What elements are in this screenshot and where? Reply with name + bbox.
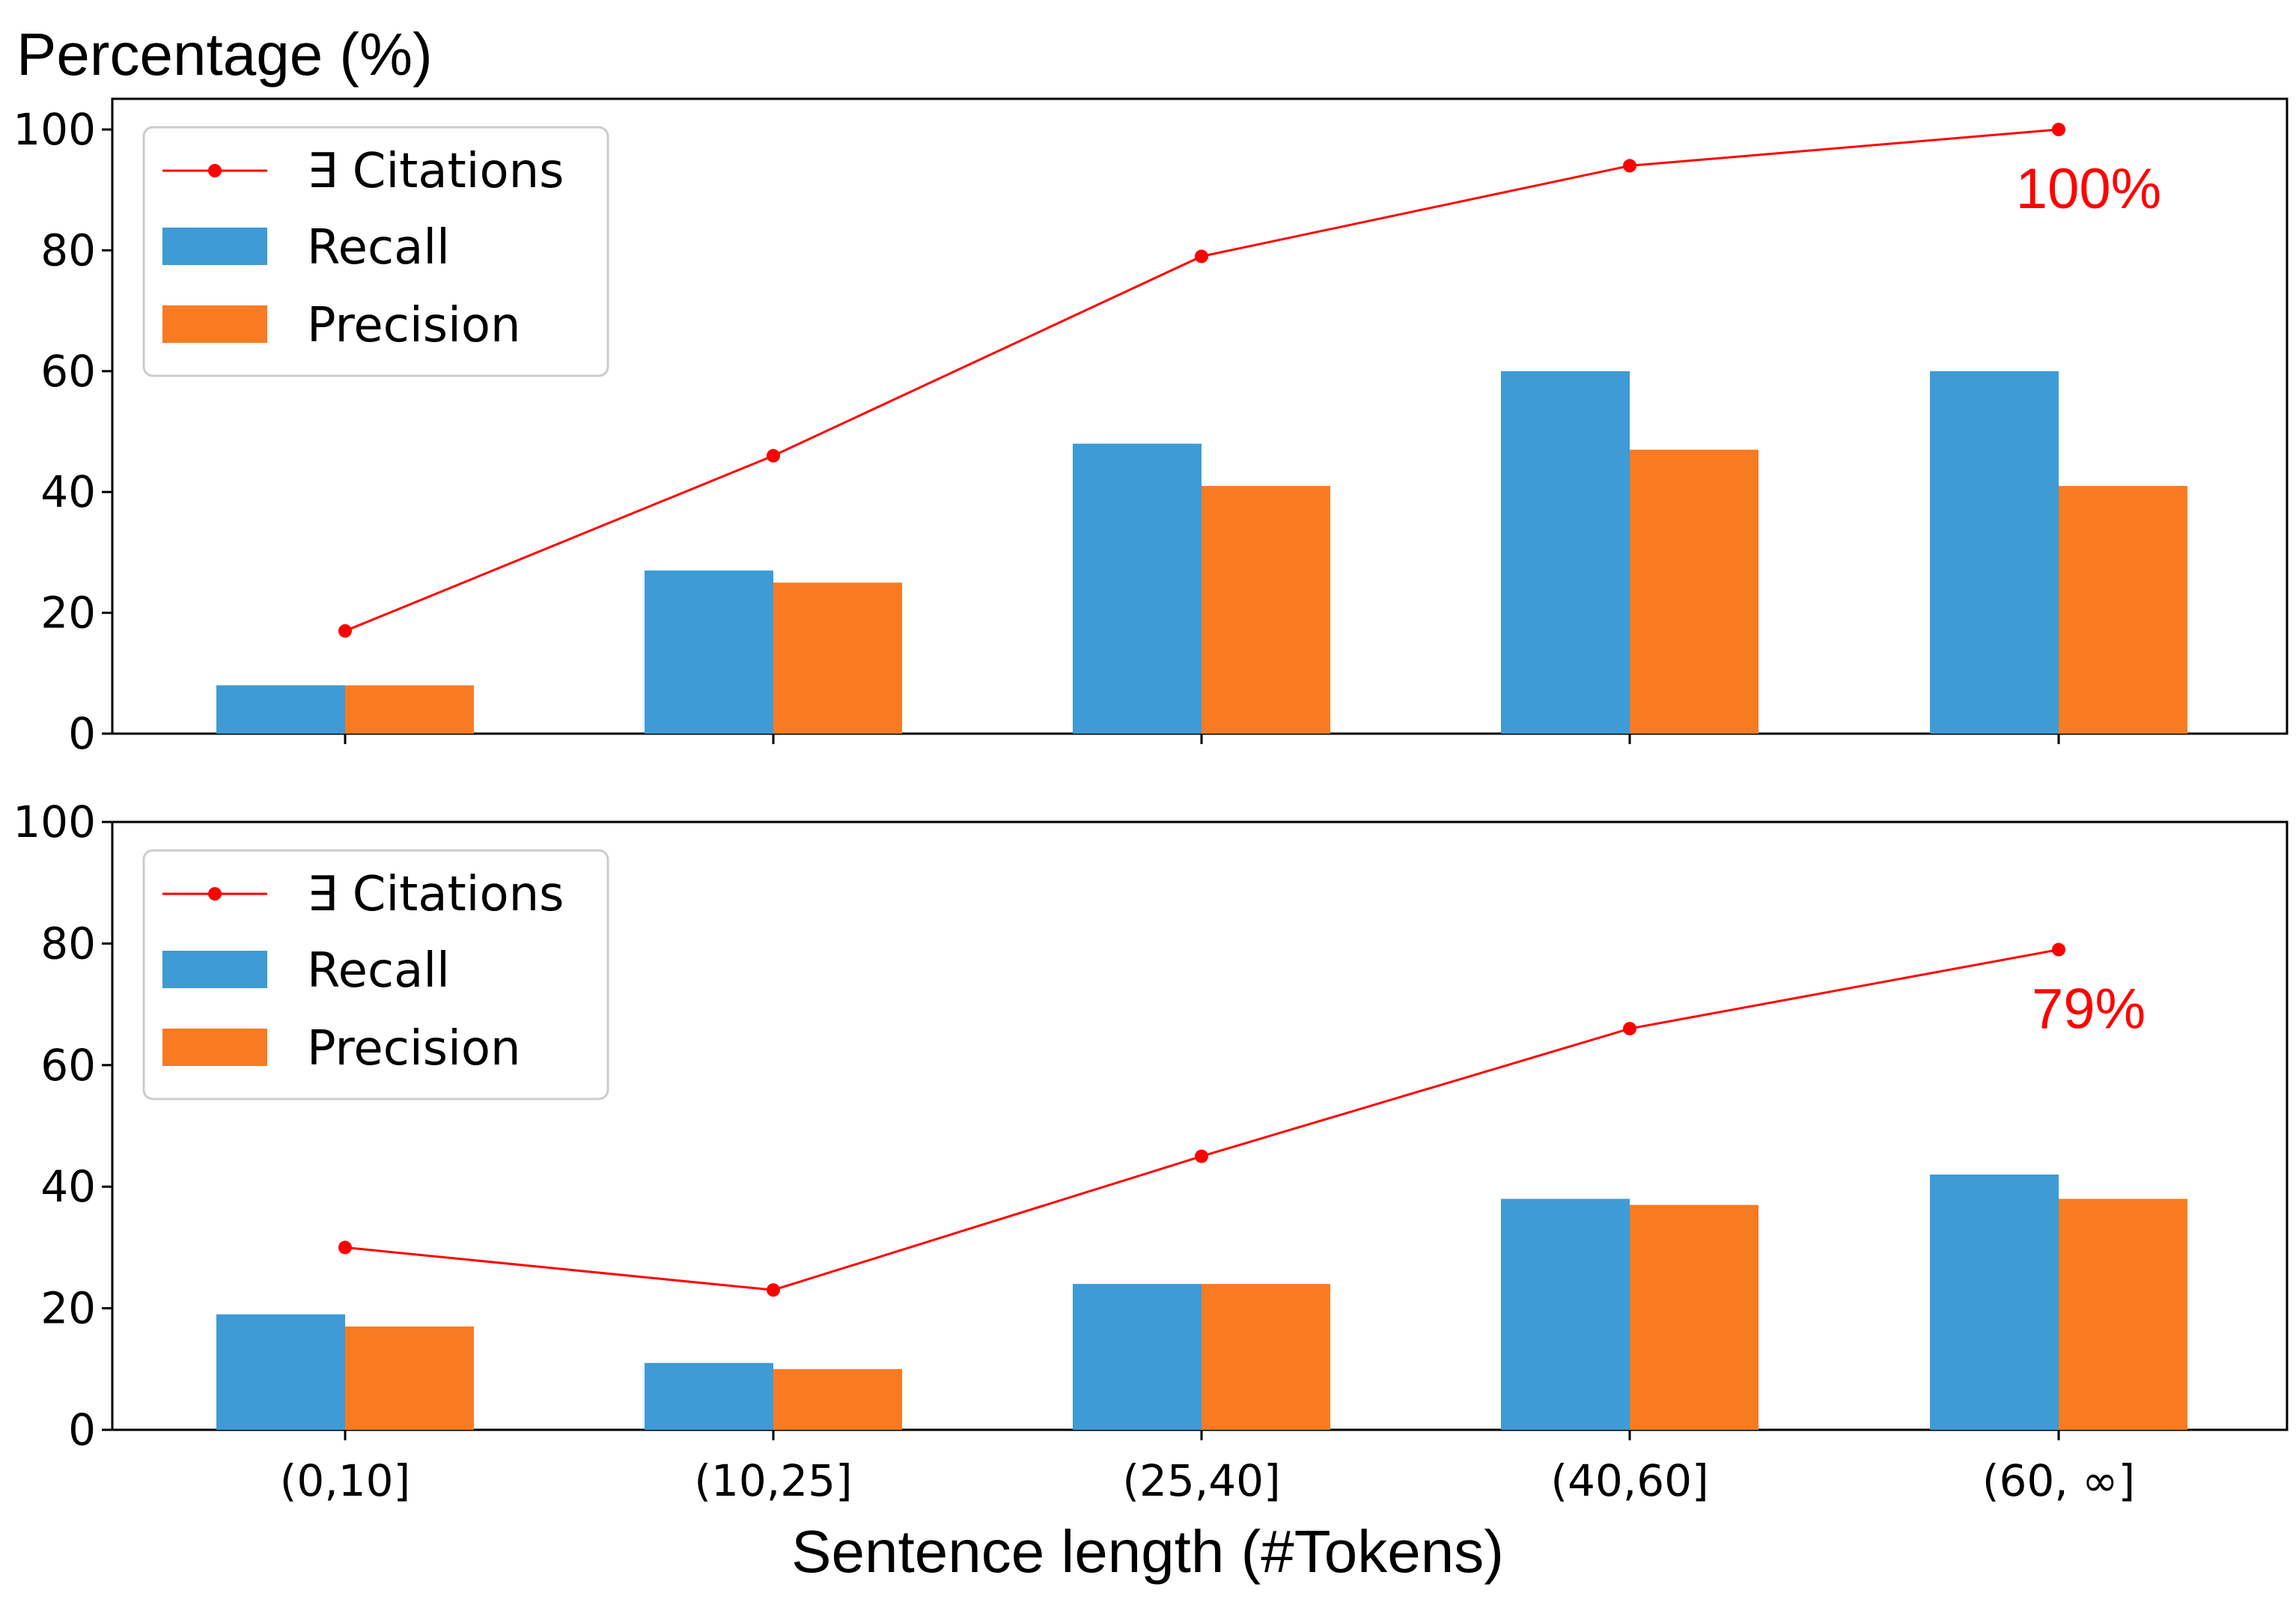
bottom-panel-legend-line-marker	[208, 887, 222, 901]
y-axis-label: Percentage (%)	[16, 21, 433, 88]
top-panel-ytick-label: 0	[68, 708, 96, 759]
top-panel-ytick-label: 60	[40, 346, 96, 397]
top-panel-legend-precision-swatch	[162, 305, 267, 343]
bottom-panel-citations-point	[767, 1283, 780, 1297]
top-panel-precision-bar	[345, 685, 474, 734]
top-panel-legend-recall-swatch	[162, 228, 267, 265]
top-panel-precision-bar	[1202, 486, 1330, 734]
bottom-panel-ytick-label: 100	[13, 797, 96, 847]
bottom-panel-annotation: 79%	[2032, 978, 2146, 1041]
bottom-panel-citations-point	[1195, 1149, 1208, 1163]
bottom-panel-legend-precision-swatch	[162, 1029, 267, 1066]
bottom-panel-legend-label: Recall	[307, 943, 450, 999]
x-tick-label: (0,10]	[280, 1455, 410, 1506]
bottom-panel-precision-bar	[345, 1326, 474, 1430]
top-panel-citations-point	[1195, 249, 1208, 264]
bottom-panel-precision-bar	[1202, 1284, 1330, 1430]
top-panel-ytick-label: 80	[40, 225, 96, 275]
top-panel-recall-bar	[645, 570, 773, 734]
bottom-panel-legend-label: ∃ Citations	[307, 867, 564, 922]
bottom-panel-precision-bar	[773, 1368, 902, 1430]
top-panel-citations-point	[2052, 123, 2065, 136]
bottom-panel-ytick-label: 80	[40, 918, 96, 969]
top-panel-ytick-label: 40	[40, 466, 96, 517]
bottom-panel-ytick-label: 0	[68, 1404, 96, 1455]
bottom-panel-precision-bar	[2059, 1199, 2187, 1430]
bottom-panel-citations-point	[1623, 1022, 1636, 1036]
top-panel-citations-point	[1623, 159, 1636, 173]
bottom-panel-recall-bar	[216, 1314, 345, 1430]
top-panel-ytick-label: 20	[40, 588, 96, 639]
top-panel-precision-bar	[2059, 486, 2187, 734]
top-panel-legend-label: Recall	[307, 220, 450, 275]
bottom-panel-ytick-label: 60	[40, 1040, 96, 1091]
top-panel-recall-bar	[1073, 443, 1202, 734]
bottom-panel-recall-bar	[1501, 1199, 1630, 1430]
top-panel-annotation: 100%	[2016, 157, 2161, 221]
x-tick-label: (25,40]	[1122, 1455, 1280, 1506]
top-panel-precision-bar	[1630, 449, 1758, 734]
top-panel-precision-bar	[773, 582, 902, 734]
top-panel-legend-label: Precision	[307, 298, 521, 353]
top-panel-citations-point	[338, 624, 352, 638]
top-panel-recall-bar	[1501, 371, 1630, 734]
bottom-panel-citations-point	[2052, 942, 2065, 957]
bottom-panel-recall-bar	[1073, 1284, 1202, 1430]
x-tick-label: (40,60]	[1550, 1455, 1708, 1506]
top-panel-recall-bar	[216, 685, 345, 734]
top-panel-ytick-label: 100	[13, 104, 96, 155]
top-panel-legend-line-marker	[208, 164, 222, 177]
bottom-panel-recall-bar	[1930, 1174, 2059, 1430]
x-axis-label: Sentence length (#Tokens)	[791, 1518, 1504, 1585]
top-panel-legend-label: ∃ Citations	[307, 144, 564, 199]
bottom-panel-ytick-label: 20	[40, 1283, 96, 1334]
x-tick-label: (60, ∞]	[1982, 1455, 2135, 1506]
bottom-panel-citations-point	[338, 1240, 352, 1255]
x-tick-label: (10,25]	[694, 1455, 852, 1506]
bottom-panel-recall-bar	[645, 1362, 773, 1430]
bottom-panel-legend-recall-swatch	[162, 951, 267, 988]
bottom-panel-precision-bar	[1630, 1205, 1758, 1430]
bottom-panel-ytick-label: 40	[40, 1161, 96, 1212]
top-panel-citations-point	[767, 448, 780, 463]
top-panel-recall-bar	[1930, 371, 2059, 734]
bottom-panel-legend-label: Precision	[307, 1021, 521, 1076]
